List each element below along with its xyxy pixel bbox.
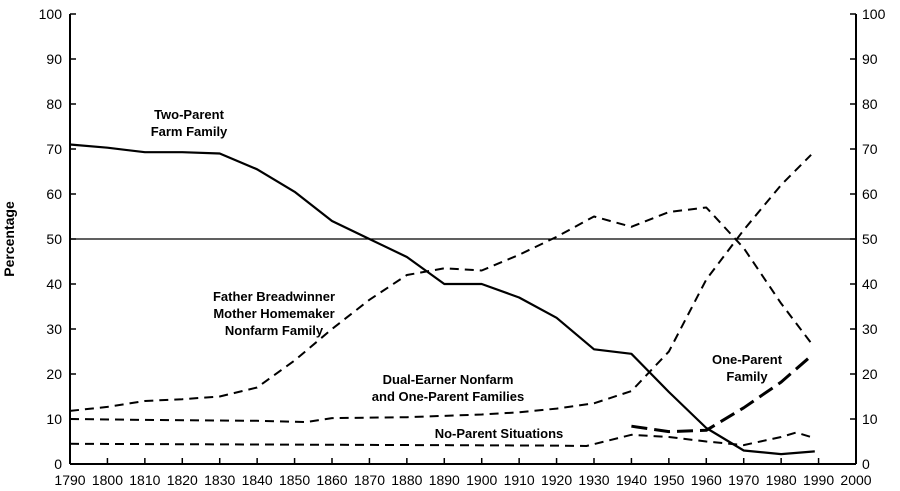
x-tick-label: 1850 <box>279 472 310 488</box>
annotation-3-line-1: Dual-Earner Nonfarm <box>383 372 514 387</box>
series-line-1 <box>69 143 815 456</box>
series-line-3 <box>69 154 812 424</box>
series-line-5 <box>69 431 812 447</box>
series-group <box>69 143 815 456</box>
annotation-5-line-2: Family <box>726 369 768 384</box>
y-tick-label-left: 50 <box>46 231 62 247</box>
x-tick-label: 1800 <box>92 472 123 488</box>
y-tick-label-left: 90 <box>46 51 62 67</box>
y-tick-label-left: 100 <box>39 6 63 22</box>
y-tick-label-right: 60 <box>862 186 878 202</box>
x-tick-label: 1810 <box>129 472 160 488</box>
x-tick-label: 1980 <box>766 472 797 488</box>
series-line-2 <box>69 206 812 412</box>
x-tick-label: 1930 <box>578 472 609 488</box>
x-tick-label: 1920 <box>541 472 572 488</box>
y-tick-label-right: 50 <box>862 231 878 247</box>
x-tick-label: 1860 <box>316 472 347 488</box>
y-tick-label-right: 80 <box>862 96 878 112</box>
y-axis-label: Percentage <box>1 201 17 277</box>
x-tick-label: 1970 <box>728 472 759 488</box>
y-tick-label-right: 90 <box>862 51 878 67</box>
annotation-2-line-3: Nonfarm Family <box>225 323 324 338</box>
y-tick-label-right: 70 <box>862 141 878 157</box>
y-tick-label-left: 80 <box>46 96 62 112</box>
x-tick-label: 1940 <box>616 472 647 488</box>
y-tick-label-left: 20 <box>46 366 62 382</box>
y-tick-label-right: 100 <box>862 6 886 22</box>
annotation-5-line-1: One-Parent <box>712 352 783 367</box>
x-tick-label: 1830 <box>204 472 235 488</box>
x-tick-label: 1880 <box>391 472 422 488</box>
y-tick-label-left: 10 <box>46 411 62 427</box>
y-tick-label-left: 40 <box>46 276 62 292</box>
annotation-1-line-1: Two-Parent <box>154 107 224 122</box>
annotation-1-line-2: Farm Family <box>151 124 228 139</box>
x-tick-label: 1870 <box>354 472 385 488</box>
y-tick-label-left: 30 <box>46 321 62 337</box>
x-tick-label: 1820 <box>167 472 198 488</box>
y-tick-label-right: 0 <box>862 456 870 472</box>
annotation-4-line-1: No-Parent Situations <box>435 426 564 441</box>
annotation-3-line-2: and One-Parent Families <box>372 389 524 404</box>
x-tick-label: 1990 <box>803 472 834 488</box>
y-tick-label-right: 40 <box>862 276 878 292</box>
axes: 0 0 10 10 20 20 30 30 40 40 50 50 60 60 70 70 80 80 90 90 10… <box>39 6 886 488</box>
x-tick-label: 1910 <box>504 472 535 488</box>
x-tick-label: 1890 <box>429 472 460 488</box>
x-tick-label: 1840 <box>242 472 273 488</box>
y-tick-label-right: 20 <box>862 366 878 382</box>
series-line-4 <box>631 354 813 434</box>
y-tick-label-left: 0 <box>54 456 62 472</box>
x-tick-label: 1790 <box>54 472 85 488</box>
x-tick-label: 1950 <box>653 472 684 488</box>
annotations-group: Two-Parent Farm Family Father Breadwinner M… <box>151 107 783 441</box>
y-tick-label-right: 30 <box>862 321 878 337</box>
y-tick-label-left: 60 <box>46 186 62 202</box>
annotation-2-line-2: Mother Homemaker <box>213 306 334 321</box>
y-tick-label-left: 70 <box>46 141 62 157</box>
annotation-2-line-1: Father Breadwinner <box>213 289 335 304</box>
x-tick-label: 1960 <box>691 472 722 488</box>
x-tick-label: 1900 <box>466 472 497 488</box>
x-tick-label: 2000 <box>840 472 871 488</box>
y-tick-label-right: 10 <box>862 411 878 427</box>
